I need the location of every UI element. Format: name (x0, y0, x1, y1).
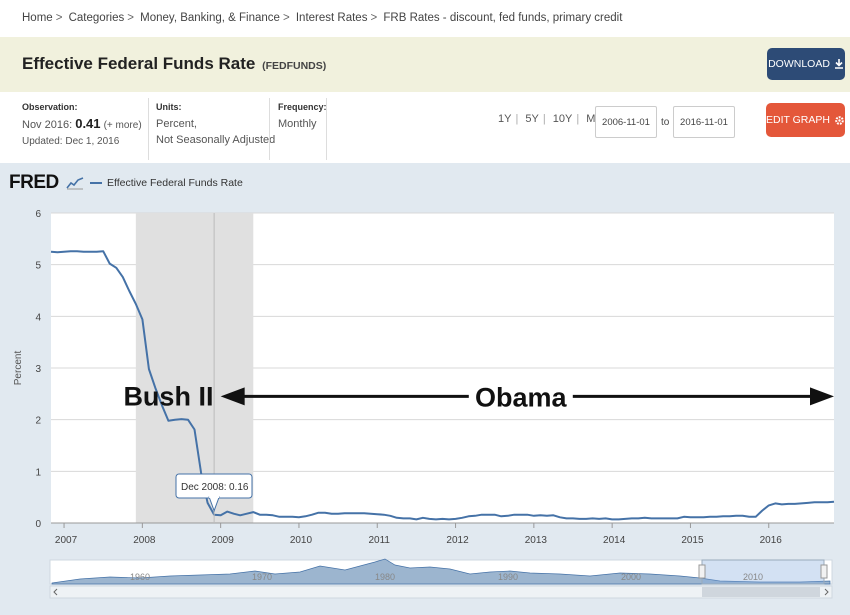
observation-label: Observation: (22, 102, 78, 112)
navigator-scrollbar (49, 585, 833, 599)
x-tick-label: 2009 (212, 535, 235, 546)
tooltip-label: Dec 2008: (181, 482, 227, 493)
breadcrumb-categories[interactable]: Categories (68, 12, 125, 24)
start-date-input[interactable]: 2006-11-01 (595, 106, 657, 138)
x-tick-label: 2008 (133, 535, 156, 546)
annotation-obama: Obama (475, 382, 568, 412)
updated-date: Updated: Dec 1, 2016 (22, 136, 120, 147)
observation-value: 0.41 (75, 116, 101, 131)
units-line1: Percent, (156, 118, 197, 130)
navigator-handle-left (698, 564, 706, 579)
scroll-left-icon (53, 588, 58, 596)
breadcrumb-money-banking[interactable]: Money, Banking, & Finance (140, 12, 280, 24)
download-button[interactable]: DOWNLOAD (767, 48, 845, 80)
edit-graph-button[interactable]: EDIT GRAPH (766, 103, 845, 137)
x-tick-label: 2011 (368, 535, 390, 546)
x-tick-label: 2015 (681, 535, 704, 546)
range-5y[interactable]: 5Y (525, 113, 539, 125)
navigator-tick-label: 1960 (130, 572, 150, 582)
navigator-tick-label: 1990 (498, 572, 518, 582)
y-tick-label: 2 (35, 416, 41, 427)
end-date-input[interactable]: 2016-11-01 (673, 106, 735, 138)
x-tick-label: 2007 (55, 535, 78, 546)
units-label: Units: (156, 102, 182, 112)
edit-graph-label: EDIT GRAPH (766, 114, 830, 126)
observation-value-line: Nov 2016: 0.41 (+ more) (22, 116, 142, 134)
scroll-right-icon (824, 588, 829, 596)
meta-divider (148, 98, 149, 160)
x-tick-label: 2014 (603, 535, 626, 546)
navigator-tick-label: 1980 (375, 572, 395, 582)
to-label: to (661, 117, 670, 128)
navigator-area (51, 558, 831, 585)
series-line-fedfunds (50, 250, 835, 521)
gear-icon (835, 115, 844, 125)
tooltip-pointer-mask (209, 495, 220, 498)
y-tick-label: 0 (35, 519, 41, 530)
series-code: (FEDFUNDS) (262, 60, 327, 72)
units-block: Units: Percent, Not Seasonally Adjusted (156, 102, 275, 148)
breadcrumb-home[interactable]: Home (22, 12, 53, 24)
frequency-block: Frequency: Monthly (278, 102, 327, 132)
navigator-scrollbar-thumb[interactable] (702, 587, 820, 597)
range-10y[interactable]: 10Y (552, 113, 573, 125)
breadcrumb-interest-rates[interactable]: Interest Rates (295, 12, 368, 24)
observation-more-link[interactable]: (+ more) (103, 120, 142, 131)
y-tick-label: 1 (35, 467, 41, 478)
navigator-tick-label: 2000 (621, 572, 641, 582)
annotation-bush: Bush II (123, 381, 213, 411)
fred-logo[interactable]: FRED (9, 172, 59, 193)
fred-logo-chart-icon (66, 177, 84, 190)
breadcrumb: Home > Categories > Money, Banking, & Fina… (22, 12, 623, 24)
arrow-head-right (810, 387, 834, 406)
y-axis-label: Percent (13, 351, 24, 386)
arrow-head-left (220, 387, 245, 406)
tooltip-value: 0.16 (229, 482, 249, 493)
x-tick-label: 2013 (525, 535, 548, 546)
navigator-tick-label: 1970 (252, 572, 272, 582)
x-tick-label: 2016 (760, 535, 783, 546)
x-tick-label: 2010 (290, 535, 313, 546)
observation-block: Observation: Nov 2016: 0.41 (+ more) Upd… (22, 102, 142, 150)
y-tick-label: 6 (35, 209, 41, 220)
page-title: Effective Federal Funds Rate (FEDFUNDS) (22, 54, 326, 74)
y-tick-label: 3 (35, 364, 41, 375)
legend-swatch (90, 182, 102, 184)
meta-divider (269, 98, 270, 160)
breadcrumb-frb-rates[interactable]: FRB Rates - discount, fed funds, primary… (383, 12, 623, 24)
observation-date: Nov 2016: (22, 119, 73, 131)
series-title-text: Effective Federal Funds Rate (22, 54, 256, 73)
recession-band (135, 213, 254, 523)
units-line2: Not Seasonally Adjusted (156, 134, 276, 146)
download-label: DOWNLOAD (768, 58, 830, 70)
y-tick-label: 5 (35, 261, 41, 272)
frequency-label: Frequency: (278, 102, 327, 112)
range-1y[interactable]: 1Y (498, 113, 512, 125)
y-tick-label: 4 (35, 312, 41, 323)
meta-divider (326, 98, 327, 160)
legend-series-name: Effective Federal Funds Rate (107, 177, 243, 189)
navigator-tick-label: 2010 (743, 572, 763, 582)
title-bar (0, 37, 850, 92)
navigator-handle-right (820, 564, 828, 579)
download-icon (834, 59, 843, 69)
chart-legend: Effective Federal Funds Rate (90, 177, 243, 189)
frequency-value: Monthly (278, 118, 317, 130)
x-tick-label: 2012 (446, 535, 469, 546)
